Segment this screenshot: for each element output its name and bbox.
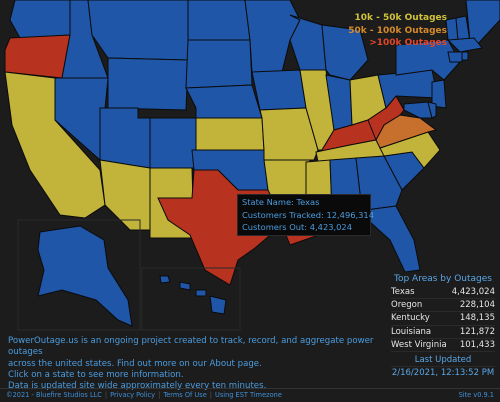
about-line-4: Data is updated site wide approximately …	[8, 381, 267, 392]
footer-links: ©2021 - Bluefire Studios LLC | Privacy Pol…	[6, 389, 282, 402]
top-area-value: 121,872	[459, 326, 495, 337]
footer-separator: |	[209, 391, 212, 399]
state-new-jersey[interactable]	[431, 79, 447, 109]
legend-tier-over-100k: >100k Outages	[369, 38, 447, 48]
tooltip-tracked-row: Customers Tracked: 12,496,314	[242, 209, 374, 222]
state-south-dakota[interactable]	[185, 39, 253, 89]
tooltip-state-label: State Name:	[242, 197, 294, 207]
about-line-1: PowerOutage.us is an ongoing project cre…	[8, 336, 374, 358]
top-area-row[interactable]: Louisiana 121,872	[391, 326, 495, 339]
tooltip-out-value: 4,423,024	[309, 222, 352, 232]
outage-legend: 10k - 50k Outages 50k - 100k Outages >10…	[348, 12, 447, 50]
legend-tier-10k-50k: 10k - 50k Outages	[354, 13, 448, 23]
state-hawaii[interactable]	[209, 295, 227, 315]
top-area-row[interactable]: Kentucky 148,135	[391, 312, 495, 326]
state-delaware[interactable]	[427, 101, 437, 119]
tooltip-state-row: State Name: Texas	[242, 196, 366, 209]
site-footer: ©2021 - Bluefire Studios LLC | Privacy Pol…	[0, 388, 500, 402]
top-area-value: 148,135	[459, 313, 495, 324]
top-areas-title: Top Areas by Outages	[394, 274, 492, 284]
top-areas-panel: Top Areas by Outages Texas 4,423,024 Ore…	[391, 274, 495, 379]
state-connecticut[interactable]	[447, 51, 463, 63]
state-kansas[interactable]	[195, 117, 265, 151]
legend-tier-50k-100k: 50k - 100k Outages	[348, 25, 447, 36]
terms-of-use-link[interactable]: Terms Of Use	[163, 391, 207, 399]
privacy-policy-link[interactable]: Privacy Policy	[110, 391, 156, 399]
state-rhode-island[interactable]	[461, 51, 469, 61]
tooltip-out-row: Customers Out: 4,423,024	[242, 221, 366, 234]
top-area-row[interactable]: Oregon 228,104	[391, 299, 495, 313]
state-tooltip: State Name: Texas Customers Tracked: 12,…	[237, 194, 374, 236]
state-alaska[interactable]	[37, 225, 133, 327]
tooltip-state-value: Texas	[296, 197, 320, 207]
tooltip-tracked-value: 12,496,314	[326, 209, 374, 220]
last-updated-label: Last Updated	[414, 354, 472, 365]
top-area-value: 101,433	[459, 339, 495, 350]
footer-copyright: ©2021 - Bluefire Studios LLC	[6, 391, 102, 399]
site-version: Site v0.9.1	[458, 391, 494, 399]
state-wyoming[interactable]	[107, 57, 189, 111]
state-hawaii[interactable]	[195, 289, 207, 297]
footer-separator: |	[158, 391, 161, 399]
state-oregon[interactable]	[4, 34, 71, 79]
about-text: PowerOutage.us is an ongoing project cre…	[8, 336, 398, 392]
state-montana[interactable]	[87, 0, 189, 61]
last-updated-value: 2/16/2021, 12:13:52 PM	[391, 365, 495, 378]
top-area-name: Louisiana	[391, 326, 432, 337]
top-area-name: West Virginia	[391, 339, 447, 350]
tooltip-out-label: Customers Out:	[242, 222, 308, 232]
state-hawaii[interactable]	[179, 281, 191, 291]
state-minnesota[interactable]	[244, 0, 301, 73]
top-area-row[interactable]: West Virginia 101,433	[391, 339, 495, 352]
state-maryland[interactable]	[403, 101, 433, 119]
top-area-value: 228,104	[459, 300, 495, 311]
top-area-name: Oregon	[391, 300, 423, 311]
top-area-name: Kentucky	[391, 313, 430, 324]
state-washington[interactable]	[9, 0, 71, 39]
state-maine[interactable]	[465, 0, 500, 49]
about-line-2: across the united states. Find out more …	[8, 358, 262, 369]
state-colorado[interactable]	[149, 117, 197, 169]
top-area-value: 4,423,024	[451, 287, 495, 297]
timezone-note: Using EST Timezone	[215, 391, 282, 399]
state-arkansas[interactable]	[263, 159, 311, 199]
top-area-row[interactable]: Texas 4,423,024	[391, 286, 495, 300]
state-hawaii[interactable]	[159, 275, 171, 284]
tooltip-tracked-label: Customers Tracked:	[242, 209, 324, 220]
state-nebraska[interactable]	[185, 84, 263, 119]
top-area-name: Texas	[391, 287, 415, 297]
about-line-3: Click on a state to see more information…	[8, 369, 184, 380]
state-north-dakota[interactable]	[187, 0, 251, 41]
footer-separator: |	[104, 391, 108, 399]
state-massachusetts[interactable]	[446, 37, 483, 53]
last-updated: Last Updated 2/16/2021, 12:13:52 PM	[391, 354, 495, 379]
state-iowa[interactable]	[251, 69, 307, 111]
